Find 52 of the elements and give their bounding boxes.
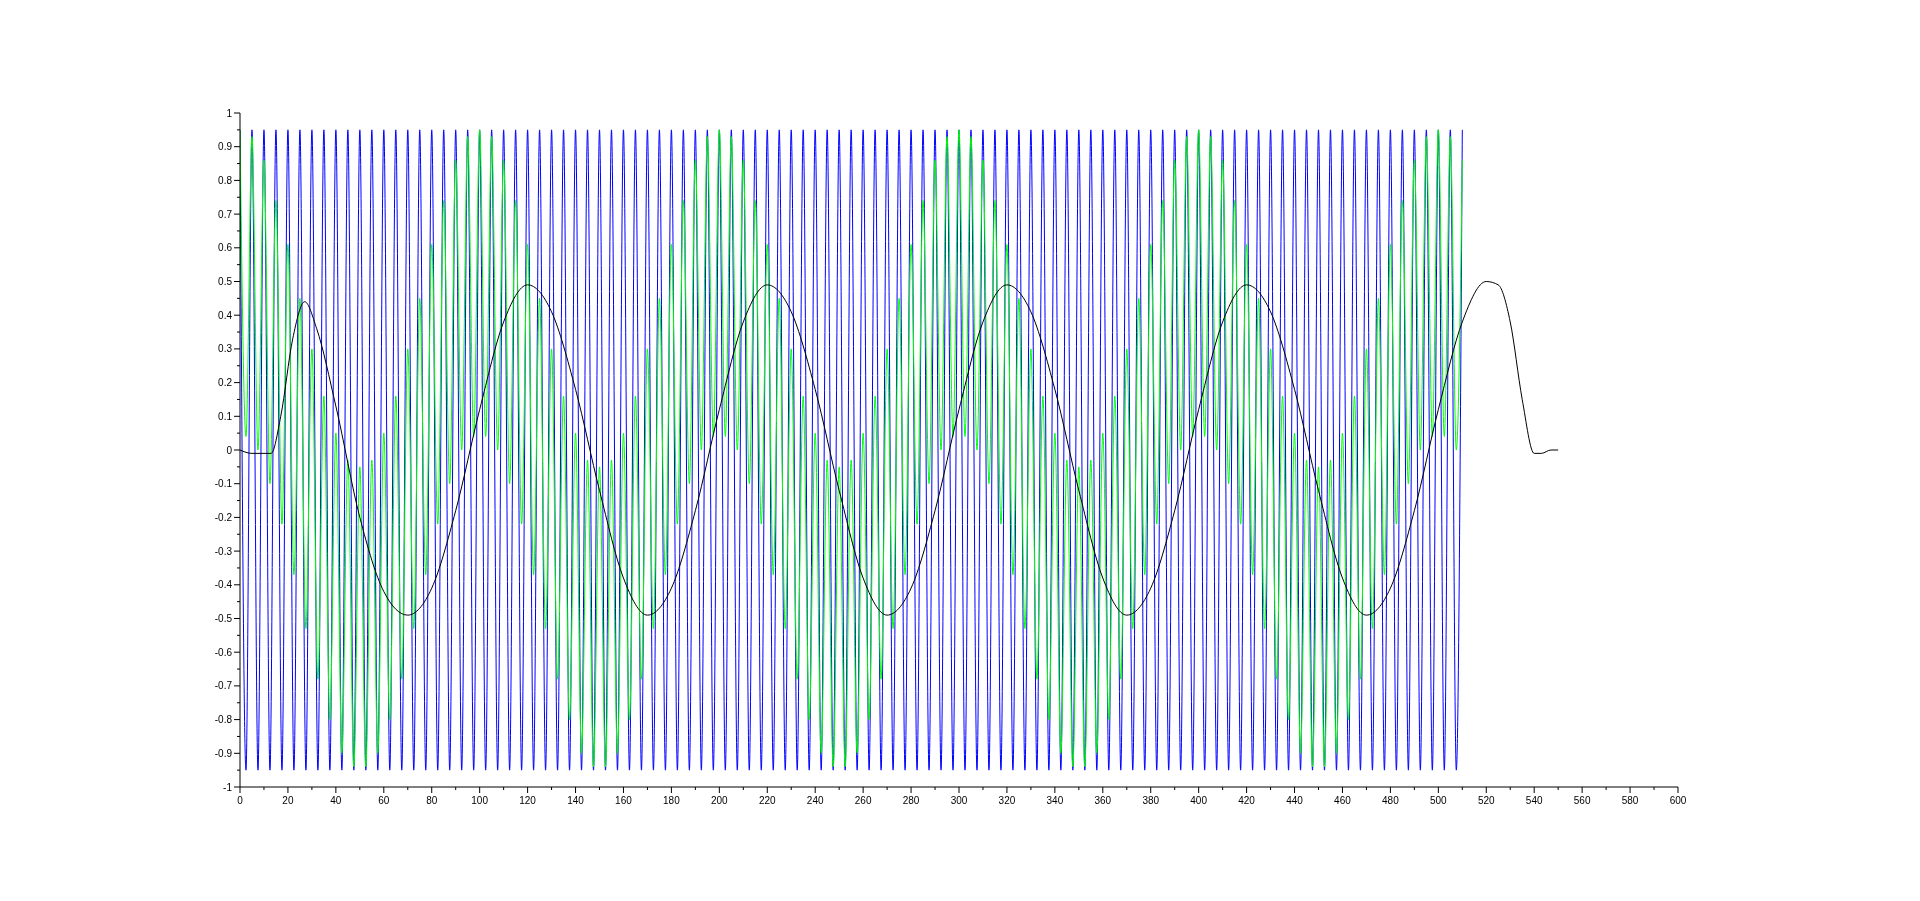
x-tick-label: 160 — [615, 795, 633, 806]
x-tick-label: 40 — [330, 795, 342, 806]
x-tick-label: 100 — [471, 795, 489, 806]
x-tick-label: 480 — [1382, 795, 1400, 806]
y-tick-label: 0.9 — [218, 141, 233, 153]
y-tick-label: 0.6 — [218, 242, 233, 254]
y-tick-label: -0.1 — [214, 478, 233, 490]
y-tick-label: 0.7 — [218, 208, 233, 220]
x-tick-label: 540 — [1525, 795, 1543, 806]
y-tick-label: -1 — [223, 781, 233, 793]
y-tick-label: 0.3 — [218, 343, 233, 355]
x-tick-label: 200 — [710, 795, 729, 806]
y-tick-label: 0.4 — [218, 309, 233, 321]
x-tick-label: 420 — [1238, 795, 1256, 806]
y-tick-label: 0.8 — [218, 174, 233, 186]
x-tick-label: 580 — [1621, 795, 1639, 806]
x-tick-label: 520 — [1477, 795, 1496, 806]
x-tick-label: 300 — [950, 795, 968, 806]
x-tick-label: 440 — [1286, 795, 1304, 806]
y-tick-label: -0.6 — [214, 646, 233, 658]
x-tick-label: 400 — [1190, 795, 1208, 806]
x-tick-label: 20 — [282, 795, 294, 806]
x-tick-label: 260 — [854, 795, 872, 806]
x-tick-label: 560 — [1573, 795, 1591, 806]
x-tick-label: 340 — [1046, 795, 1064, 806]
y-tick-label: -0.2 — [214, 511, 233, 523]
y-tick-label: 1 — [226, 107, 233, 119]
y-tick-label: -0.5 — [214, 613, 233, 624]
x-tick-label: 380 — [1142, 795, 1160, 806]
x-tick-label: 60 — [378, 795, 390, 806]
x-tick-label: 80 — [426, 795, 438, 806]
y-tick-label: -0.7 — [214, 680, 233, 692]
x-tick-label: 460 — [1334, 795, 1352, 806]
x-tick-label: 0 — [237, 795, 244, 806]
x-tick-label: 120 — [519, 795, 537, 806]
x-tick-label: 240 — [806, 795, 824, 806]
x-tick-label: 600 — [1669, 795, 1687, 806]
x-tick-label: 500 — [1429, 795, 1448, 806]
x-tick-label: 320 — [998, 795, 1016, 806]
x-tick-label: 360 — [1094, 795, 1112, 806]
x-tick-label: 220 — [758, 795, 777, 806]
y-tick-label: -0.9 — [214, 747, 233, 759]
x-tick-label: 180 — [663, 795, 681, 806]
x-tick-label: 280 — [902, 795, 920, 806]
y-tick-label: 0 — [226, 444, 233, 456]
y-tick-label: 0.1 — [218, 410, 233, 422]
x-tick-label: 140 — [567, 795, 585, 806]
y-tick-label: 0.2 — [218, 377, 233, 389]
y-tick-label: -0.4 — [214, 579, 233, 591]
y-tick-label: -0.3 — [214, 545, 233, 557]
y-tick-label: -0.8 — [214, 714, 233, 726]
y-tick-label: 0.5 — [218, 276, 233, 287]
